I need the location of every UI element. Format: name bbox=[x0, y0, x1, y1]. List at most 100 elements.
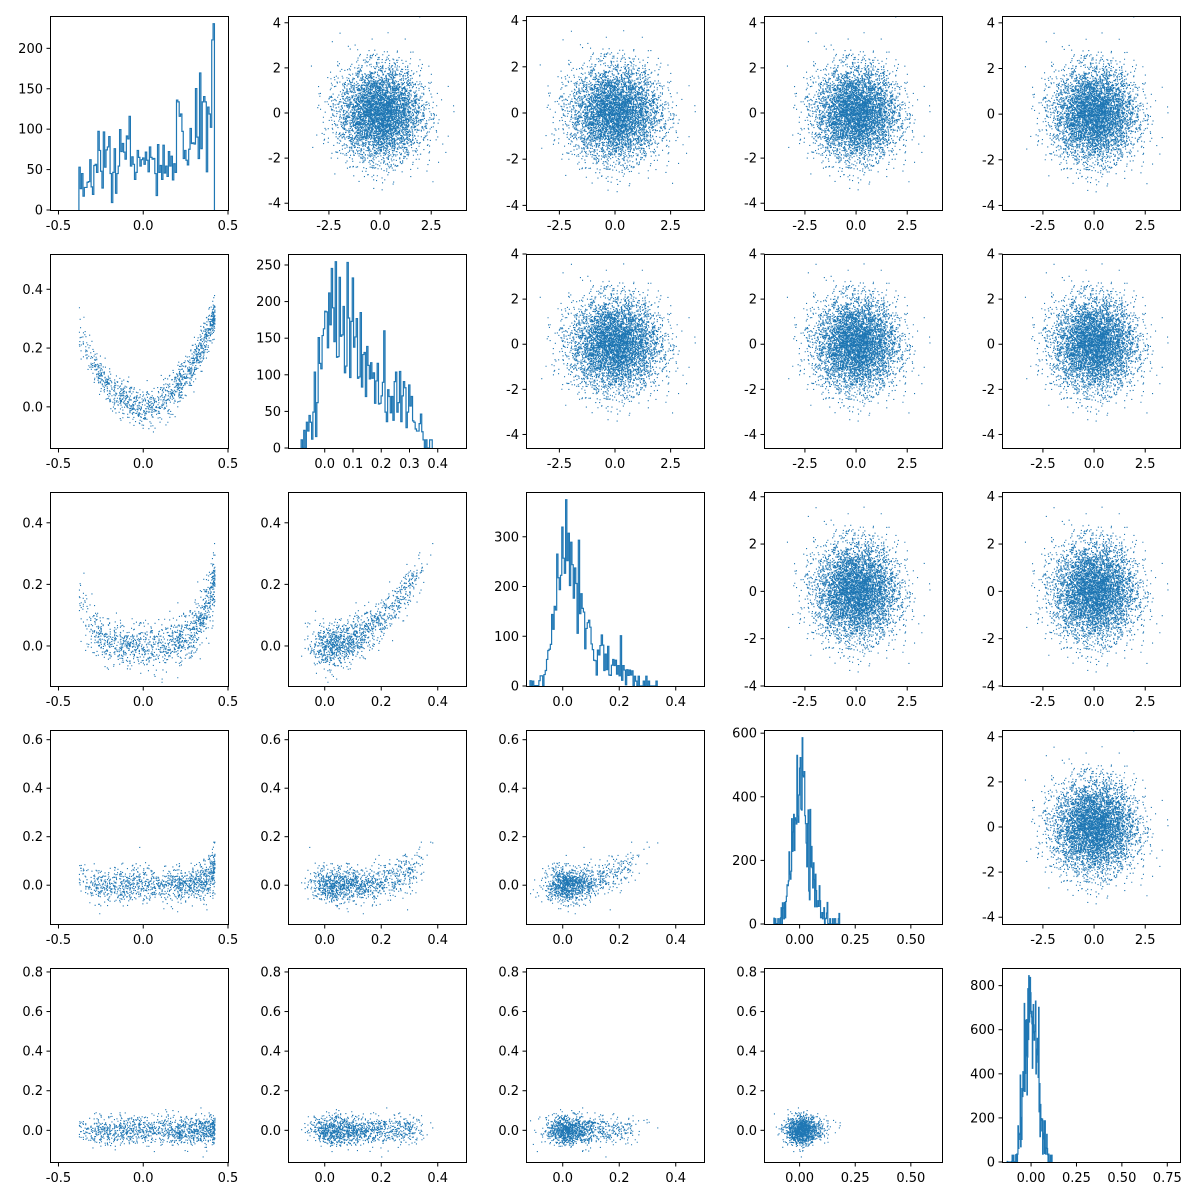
y-tick-label: 4 bbox=[273, 16, 281, 31]
x-tick-label: 0.0 bbox=[1084, 933, 1105, 948]
axes-frame bbox=[51, 969, 229, 1163]
y-tick-label: -2 bbox=[744, 632, 757, 647]
x-tick-label: 0.0 bbox=[314, 1171, 335, 1186]
y-tick-label: 4 bbox=[987, 730, 995, 745]
plot-area bbox=[1007, 976, 1052, 1162]
x-tick-label: 0.0 bbox=[133, 933, 154, 948]
y-tick-label: 200 bbox=[732, 854, 757, 869]
x-tick-label: 0.0 bbox=[605, 457, 626, 472]
y-tick-label: 2 bbox=[749, 61, 757, 76]
x-tick-label: 0.0 bbox=[552, 695, 573, 710]
y-tick-label: 0.0 bbox=[498, 1124, 519, 1139]
y-tick-label: -4 bbox=[744, 680, 757, 695]
y-tick-label: 2 bbox=[987, 538, 995, 553]
y-tick-label: -2 bbox=[268, 152, 281, 167]
y-tick-label: -4 bbox=[982, 911, 995, 926]
y-tick-label: 400 bbox=[732, 790, 757, 805]
y-tick-label: -4 bbox=[268, 197, 281, 212]
y-tick-label: 0.2 bbox=[260, 578, 281, 593]
histogram-step bbox=[530, 500, 657, 686]
x-tick-label: 0.00 bbox=[785, 1171, 814, 1186]
x-tick-label: 2.5 bbox=[897, 219, 918, 234]
scatter-points bbox=[774, 1107, 841, 1157]
y-tick-label: 0.0 bbox=[736, 1124, 757, 1139]
x-tick-label: 0.2 bbox=[609, 695, 630, 710]
x-tick-label: 0.0 bbox=[1084, 457, 1105, 472]
x-tick-label: 0.2 bbox=[609, 933, 630, 948]
y-tick-label: 4 bbox=[511, 14, 519, 29]
y-tick-label: 0 bbox=[511, 680, 519, 695]
x-tick-label: -0.5 bbox=[46, 1171, 71, 1186]
histogram-step bbox=[774, 738, 840, 924]
scatter-points bbox=[301, 543, 433, 683]
x-tick-label: 0.0 bbox=[605, 219, 626, 234]
y-tick-label: -4 bbox=[982, 428, 995, 443]
y-tick-label: -2 bbox=[506, 153, 519, 168]
plot-area bbox=[774, 738, 840, 924]
plot-area bbox=[1025, 730, 1183, 904]
x-tick-label: 0.0 bbox=[133, 1171, 154, 1186]
y-tick-label: 800 bbox=[970, 979, 995, 994]
x-tick-label: 0.0 bbox=[133, 695, 154, 710]
x-tick-label: -0.5 bbox=[46, 933, 71, 948]
y-tick-label: 0 bbox=[511, 338, 519, 353]
y-tick-label: 0.6 bbox=[22, 1005, 43, 1020]
x-tick-label: 0.4 bbox=[427, 1171, 448, 1186]
y-tick-label: -2 bbox=[982, 383, 995, 398]
y-tick-label: -2 bbox=[982, 632, 995, 647]
y-tick-label: 0.2 bbox=[22, 578, 43, 593]
y-tick-label: 0.8 bbox=[260, 965, 281, 980]
y-tick-label: 0 bbox=[749, 585, 757, 600]
y-tick-label: 0.8 bbox=[22, 965, 43, 980]
y-tick-label: -2 bbox=[744, 383, 757, 398]
y-tick-label: 2 bbox=[749, 538, 757, 553]
x-tick-label: -2.5 bbox=[1030, 457, 1055, 472]
x-tick-label: 0.2 bbox=[371, 933, 392, 948]
panel-r4-c3: 0.00 0.25 0.500.00.20.40.60.8 bbox=[736, 965, 942, 1186]
scatter-points bbox=[1025, 263, 1183, 421]
x-tick-label: 2.5 bbox=[1135, 219, 1156, 234]
x-tick-label: 2.5 bbox=[1135, 933, 1156, 948]
scatter-points bbox=[787, 490, 945, 673]
plot-area bbox=[79, 842, 216, 915]
y-tick-label: 200 bbox=[256, 295, 281, 310]
x-tick-label: -0.5 bbox=[46, 695, 71, 710]
plot-area bbox=[311, 16, 469, 190]
x-tick-label: 0.25 bbox=[1062, 1171, 1091, 1186]
x-tick-label: 0.2 bbox=[371, 1171, 392, 1186]
y-tick-label: -4 bbox=[506, 199, 519, 214]
y-tick-label: 0.2 bbox=[260, 830, 281, 845]
y-tick-label: -2 bbox=[744, 152, 757, 167]
y-tick-label: 0.0 bbox=[260, 879, 281, 894]
y-tick-label: 0.0 bbox=[260, 1124, 281, 1139]
plot-area bbox=[301, 842, 433, 915]
panel-r3-c1: 0.0 0.2 0.40.00.20.40.6 bbox=[260, 731, 466, 949]
y-tick-label: 0.4 bbox=[498, 1045, 519, 1060]
y-tick-label: 100 bbox=[18, 123, 43, 138]
y-tick-label: -4 bbox=[982, 199, 995, 214]
y-tick-label: 2 bbox=[273, 61, 281, 76]
y-tick-label: 0.0 bbox=[22, 639, 43, 654]
x-tick-label: -2.5 bbox=[792, 695, 817, 710]
histogram-step bbox=[1007, 976, 1052, 1162]
x-tick-label: 0.0 bbox=[133, 219, 154, 234]
y-tick-label: 250 bbox=[256, 258, 281, 273]
x-tick-label: 0.0 bbox=[314, 457, 335, 472]
y-tick-label: -2 bbox=[982, 866, 995, 881]
y-tick-label: 0.2 bbox=[736, 1084, 757, 1099]
x-tick-label: 0.0 bbox=[1084, 219, 1105, 234]
x-tick-label: 0.0 bbox=[846, 695, 867, 710]
x-tick-label: -2.5 bbox=[1030, 933, 1055, 948]
x-tick-label: 0.2 bbox=[371, 457, 392, 472]
y-tick-label: 0.0 bbox=[260, 639, 281, 654]
x-tick-label: 0.5 bbox=[218, 695, 239, 710]
x-tick-label: 0.0 bbox=[552, 1171, 573, 1186]
x-tick-label: 0.0 bbox=[314, 695, 335, 710]
y-tick-label: 0 bbox=[35, 204, 43, 219]
x-tick-label: 0.4 bbox=[665, 933, 686, 948]
